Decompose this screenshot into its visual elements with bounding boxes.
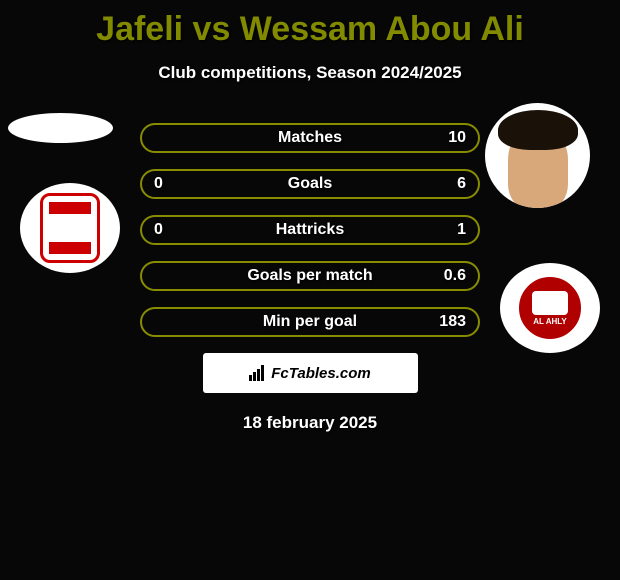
stat-row: Goals per match 0.6 [140,261,480,291]
stat-left-value: 0 [154,221,163,239]
stat-right-value: 10 [448,129,466,147]
stat-row: 0 Hattricks 1 [140,215,480,245]
stat-label: Min per goal [142,313,478,331]
page-title: Jafeli vs Wessam Abou Ali [0,0,620,49]
left-player-avatar [8,113,113,143]
stat-right-value: 183 [439,313,466,331]
subtitle: Club competitions, Season 2024/2025 [0,63,620,83]
stat-label: Matches [142,129,478,147]
stat-label: Hattricks [142,221,478,239]
stat-row: Min per goal 183 [140,307,480,337]
left-club-badge [20,183,120,273]
date-label: 18 february 2025 [0,413,620,433]
stat-label: Goals [142,175,478,193]
fctables-logo[interactable]: FcTables.com [203,353,418,393]
stats-list: Matches 10 0 Goals 6 0 Hattricks 1 Goals… [140,123,480,337]
player-face-icon [508,128,568,208]
stat-label: Goals per match [142,267,478,285]
comparison-content: AL AHLY Matches 10 0 Goals 6 0 Hattricks… [0,123,620,433]
stat-right-value: 0.6 [444,267,466,285]
stat-row: 0 Goals 6 [140,169,480,199]
stat-left-value: 0 [154,175,163,193]
stat-right-value: 6 [457,175,466,193]
chart-icon [249,365,267,381]
logo-text: FcTables.com [271,365,370,382]
stat-right-value: 1 [457,221,466,239]
zamalek-badge-icon [40,193,100,263]
alahly-badge-icon: AL AHLY [515,273,585,343]
right-player-avatar [485,103,590,208]
right-club-badge: AL AHLY [500,263,600,353]
stat-row: Matches 10 [140,123,480,153]
